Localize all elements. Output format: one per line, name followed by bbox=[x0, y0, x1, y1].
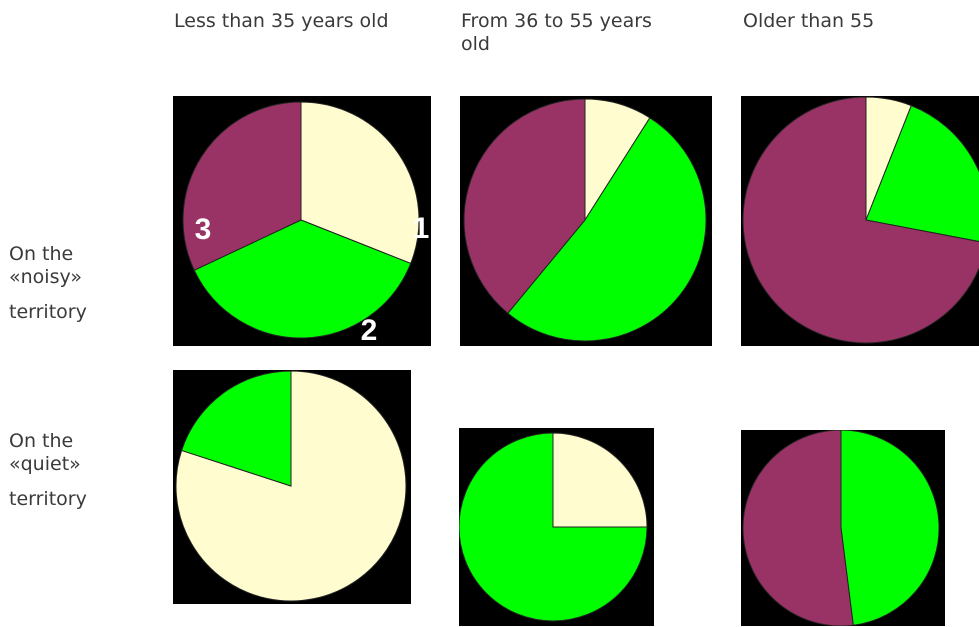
pie-slice-category-2 bbox=[459, 432, 648, 622]
pie-svg-quiet-over-55 bbox=[742, 430, 940, 626]
pie-svg-noisy-under-35: 1 2 3 bbox=[182, 101, 430, 346]
pie-chart-quiet-under-35 bbox=[173, 370, 411, 604]
row-label-noisy: On the «noisy» territory bbox=[9, 243, 87, 324]
pie-chart-noisy-over-55 bbox=[741, 96, 979, 346]
column-header-3: Older than 55 bbox=[743, 10, 963, 33]
pie-slice-category-3 bbox=[742, 96, 979, 344]
pie-slice-category-1 bbox=[552, 432, 648, 528]
pie-slice-category-2 bbox=[507, 117, 707, 342]
row-label-noisy-line3: territory bbox=[9, 301, 87, 323]
row-label-noisy-line2: «noisy» bbox=[9, 266, 83, 288]
column-header-2-text: From 36 to 55 years bbox=[461, 10, 652, 32]
pie-slice-category-3 bbox=[182, 101, 302, 271]
pie-slice-category-2 bbox=[193, 219, 412, 339]
pie-slice-category-1 bbox=[300, 101, 420, 265]
pie-chart-noisy-36-55 bbox=[460, 96, 712, 346]
pie-chart-noisy-under-35: 1 2 3 bbox=[173, 96, 431, 346]
pie-svg-quiet-under-35 bbox=[175, 370, 407, 602]
pie-chart-quiet-over-55 bbox=[741, 430, 945, 626]
column-header-2: From 36 to 55 years old bbox=[461, 10, 701, 56]
pie-svg-quiet-36-55 bbox=[459, 432, 648, 622]
pie-svg-noisy-36-55 bbox=[463, 98, 707, 342]
row-label-quiet-line3: territory bbox=[9, 488, 87, 510]
pie-slice-category-3 bbox=[463, 98, 586, 314]
pie-slice-category-2 bbox=[180, 370, 292, 487]
pie-slice-category-2 bbox=[865, 104, 979, 243]
row-label-quiet: On the «quiet» territory bbox=[9, 430, 87, 511]
pie-svg-noisy-over-55 bbox=[742, 96, 979, 344]
row-label-quiet-line1: On the bbox=[9, 430, 74, 452]
slice-label-2: 2 bbox=[361, 314, 378, 346]
column-header-1-text: Less than 35 years old bbox=[174, 10, 389, 32]
pie-chart-quiet-36-55 bbox=[459, 428, 654, 626]
slice-label-1: 1 bbox=[413, 212, 430, 245]
column-header-2-text-line2: old bbox=[461, 33, 490, 55]
pie-slice-category-1 bbox=[175, 370, 407, 602]
pie-slice-category-2 bbox=[840, 430, 940, 626]
row-label-noisy-line1: On the bbox=[9, 243, 74, 265]
slice-label-3: 3 bbox=[195, 213, 212, 246]
column-header-1: Less than 35 years old bbox=[174, 10, 444, 33]
column-header-3-text: Older than 55 bbox=[743, 10, 875, 32]
row-label-quiet-line2: «quiet» bbox=[9, 453, 81, 475]
pie-slice-category-3 bbox=[742, 430, 854, 626]
